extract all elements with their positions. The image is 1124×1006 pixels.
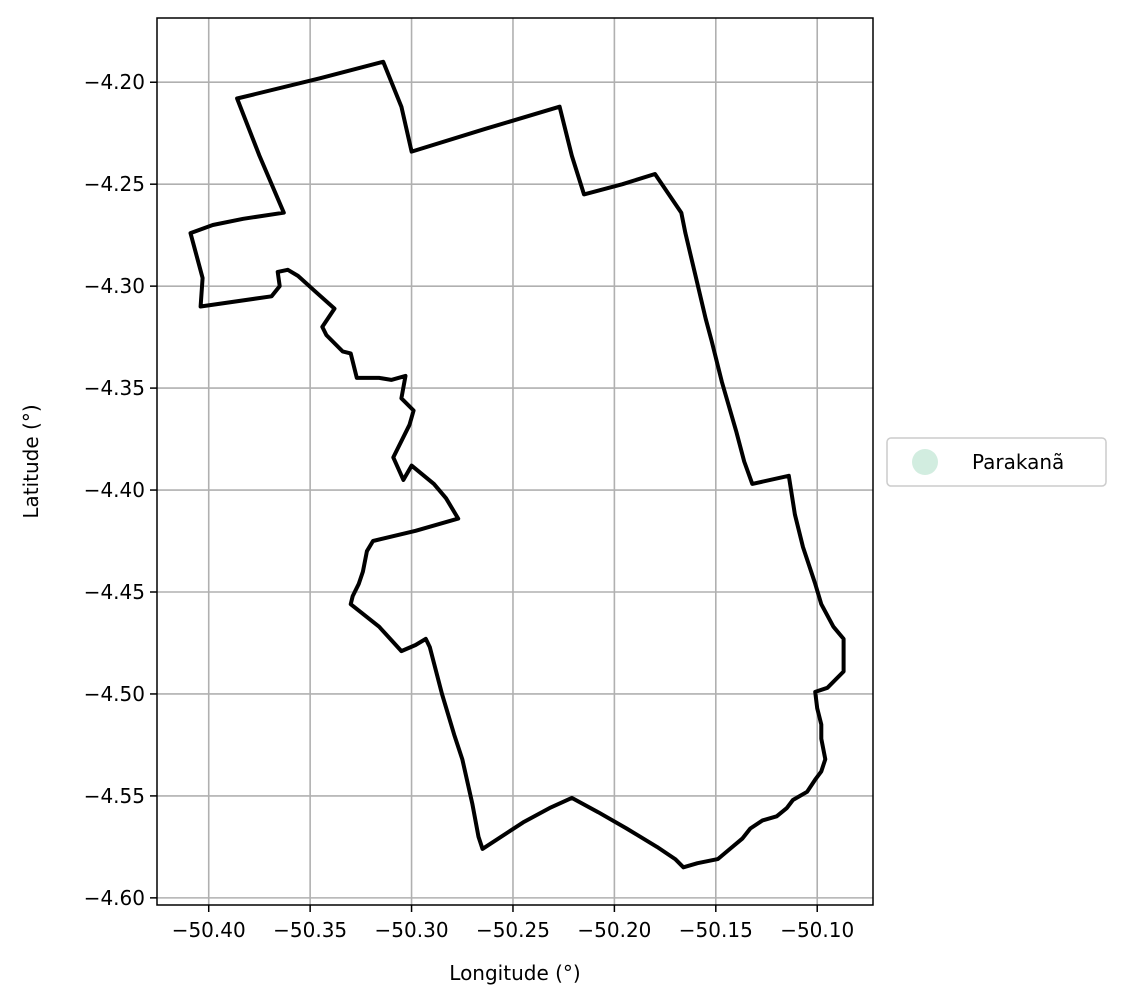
y-tick-label: −4.35 xyxy=(84,376,145,400)
y-axis: −4.20 −4.25 −4.30 −4.35 −4.40 −4.45 −4.50 −4.55… xyxy=(84,70,157,910)
x-tick-label: −50.40 xyxy=(172,918,246,942)
x-tick-label: −50.10 xyxy=(780,918,854,942)
y-axis-label: Latitude (°) xyxy=(19,404,43,518)
legend-marker-icon xyxy=(912,449,938,475)
territory-boundary xyxy=(188,59,846,870)
x-tick-label: −50.20 xyxy=(577,918,651,942)
legend: Parakanã xyxy=(886,437,1107,487)
y-tick-label: −4.40 xyxy=(84,478,145,502)
y-tick-label: −4.60 xyxy=(84,886,145,910)
plot-frame xyxy=(156,17,874,906)
legend-box xyxy=(886,437,1107,487)
x-tick-label: −50.25 xyxy=(476,918,550,942)
y-tick-label: −4.45 xyxy=(84,580,145,604)
x-axis: −50.40 −50.35 −50.30 −50.25 −50.20 −50.15 −50.… xyxy=(172,905,854,942)
geometry-layer xyxy=(188,59,846,870)
x-tick-label: −50.35 xyxy=(273,918,347,942)
y-tick-label: −4.25 xyxy=(84,172,145,196)
x-tick-label: −50.30 xyxy=(375,918,449,942)
x-axis-label: Longitude (°) xyxy=(449,961,580,985)
legend-label: Parakanã xyxy=(972,450,1064,474)
x-tick-label: −50.15 xyxy=(679,918,753,942)
y-tick-label: −4.55 xyxy=(84,784,145,808)
y-tick-label: −4.50 xyxy=(84,682,145,706)
y-tick-label: −4.30 xyxy=(84,274,145,298)
y-tick-label: −4.20 xyxy=(84,70,145,94)
grid xyxy=(157,18,873,905)
